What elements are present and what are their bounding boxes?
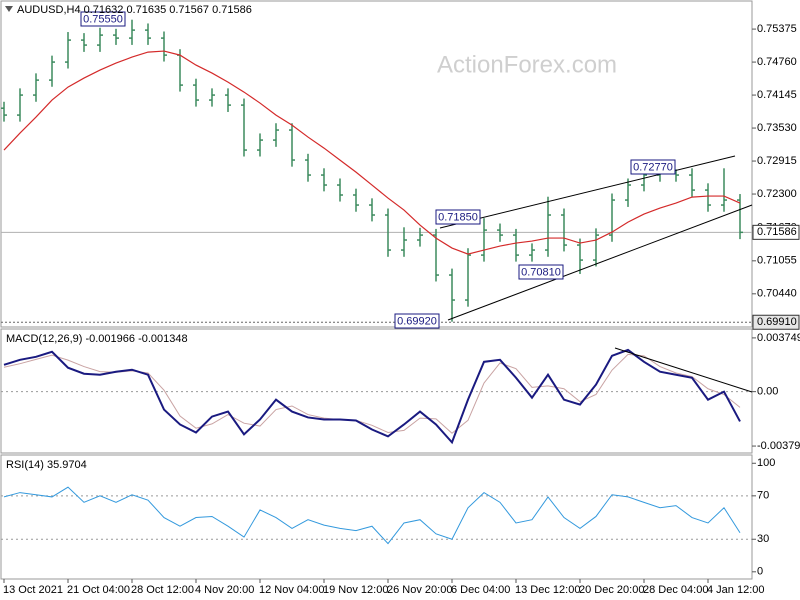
annotation: 0.72770 [630, 159, 676, 175]
rsi-title: RSI(14) 35.9704 [6, 459, 87, 471]
annotation-label: 0.69920 [397, 315, 437, 327]
macd-trendline [614, 347, 753, 393]
y-tick-label: 0.72300 [757, 188, 797, 200]
macd-title: MACD(12,26,9) -0.001966 -0.001348 [6, 333, 188, 345]
y-tick-label: 0 [757, 566, 763, 578]
y-tick-label: 0.75375 [757, 23, 797, 35]
x-tick-label: 20 Dec 20:00 [579, 584, 644, 596]
y-tick-label: 0.003749 [757, 332, 800, 344]
x-tick-label: 28 Dec 04:00 [643, 584, 708, 596]
channel-upper [439, 155, 736, 229]
x-tick-label: 4 Jan 12:00 [707, 584, 765, 596]
annotation: 0.71850 [435, 209, 481, 225]
x-tick-label: 13 Dec 12:00 [515, 584, 580, 596]
channel-lower [447, 204, 753, 321]
price-label-box [752, 314, 800, 330]
annotation: 0.75550 [80, 11, 126, 27]
price-label: 0.69910 [757, 316, 797, 328]
menu-icon[interactable] [5, 6, 13, 12]
y-tick-label: 0.74145 [757, 89, 797, 101]
y-tick-label: 0.74760 [757, 56, 797, 68]
annotation: 0.69920 [394, 313, 440, 329]
price-pane [0, 0, 753, 328]
y-tick-label: 0.71055 [757, 255, 797, 267]
macd-layer [1, 348, 752, 445]
x-tick-label: 13 Oct 2021 [3, 584, 63, 596]
price-label: 0.71586 [757, 226, 797, 238]
annotation-label: 0.72770 [633, 161, 673, 173]
y-tick-label: 0.70440 [757, 288, 797, 300]
y-tick-label: 0.00 [757, 386, 778, 398]
macd-pane [0, 328, 753, 454]
price-label-box [752, 224, 800, 240]
y-tick-label: 0.73530 [757, 122, 797, 134]
y-tick-label: 100 [757, 457, 775, 469]
annotation-label: 0.70810 [521, 266, 561, 278]
x-tick-label: 28 Oct 12:00 [131, 584, 194, 596]
rsi-line [3, 486, 741, 545]
y-tick-label: -0.003796 [757, 440, 800, 452]
x-tick-label: 4 Nov 20:00 [195, 584, 254, 596]
annotation-label: 0.75550 [83, 13, 123, 25]
y-tick-label: 70 [757, 490, 769, 502]
rsi-pane [0, 454, 753, 580]
x-tick-label: 26 Nov 20:00 [387, 584, 452, 596]
annotation: 0.70810 [518, 264, 564, 280]
price-layer [1, 19, 752, 323]
x-tick-label: 19 Nov 12:00 [323, 584, 388, 596]
annotation-label: 0.71850 [438, 211, 478, 223]
x-tick-label: 21 Oct 04:00 [67, 584, 130, 596]
macd-line [3, 348, 741, 445]
y-tick-label: 30 [757, 533, 769, 545]
x-tick-label: 12 Nov 04:00 [259, 584, 324, 596]
x-tick-label: 6 Dec 04:00 [451, 584, 510, 596]
y-tick-label: 0.72915 [757, 155, 797, 167]
rsi-layer [1, 486, 752, 545]
chart-title: AUDUSD,H4 0.71632 0.71635 0.71567 0.7158… [17, 4, 252, 16]
moving-average [3, 50, 741, 255]
watermark: ActionForex.com [437, 51, 617, 78]
